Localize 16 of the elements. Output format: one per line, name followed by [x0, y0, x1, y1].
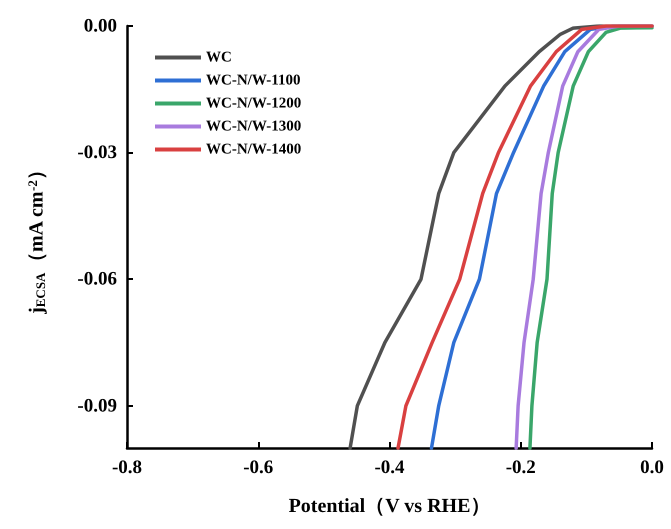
legend-label: WC-N/W-1200 — [206, 96, 302, 112]
x-tick-label: 0.0 — [640, 457, 664, 478]
legend-label: WC-N/W-1400 — [206, 142, 302, 158]
x-tick-label: -0.8 — [112, 457, 142, 478]
y-tick-label: -0.06 — [77, 268, 117, 290]
y-tick-label: -0.03 — [77, 142, 117, 164]
x-axis-title: Potential（V vs RHE） — [288, 495, 490, 517]
legend-label: WC-N/W-1100 — [206, 72, 300, 88]
x-tick-label: -0.6 — [243, 457, 274, 478]
y-axis-title: jECSA（mA cm-2） — [25, 160, 48, 315]
y-tick-label: -0.09 — [77, 395, 117, 416]
x-tick-label: -0.4 — [374, 457, 406, 478]
legend-label: WC — [206, 50, 232, 66]
legend-label: WC-N/W-1300 — [206, 118, 302, 134]
x-tick-label: -0.2 — [506, 457, 536, 478]
y-tick-label: 0.00 — [84, 16, 117, 36]
